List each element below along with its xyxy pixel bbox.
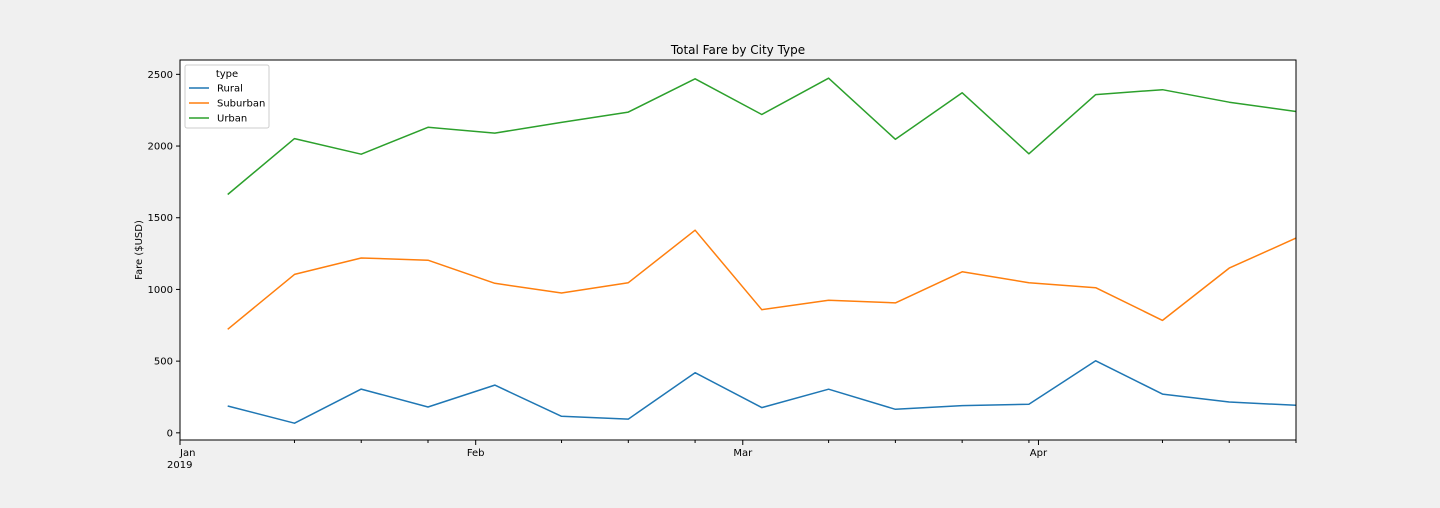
y-tick-label: 0: [167, 428, 173, 439]
x-tick-label: Jan: [179, 448, 195, 459]
y-tick-label: 2500: [148, 70, 173, 81]
legend-label-suburban: Suburban: [217, 99, 265, 110]
plot-frame: [179, 59, 1297, 441]
legend-label-rural: Rural: [217, 84, 243, 95]
legend: type Rural Suburban Urban: [184, 64, 270, 129]
legend-title: type: [216, 69, 238, 80]
series-line-rural: [227, 360, 1297, 424]
legend-box: [184, 64, 270, 129]
y-tick-label: 2000: [148, 142, 173, 153]
y-axis: 0 500 1000 1500 2000 2500: [148, 70, 180, 439]
x-tick-sublabel: 2019: [167, 460, 192, 471]
y-axis-label: Fare ($USD): [134, 220, 145, 280]
y-tick-label: 1500: [148, 213, 173, 224]
legend-label-urban: Urban: [217, 114, 247, 125]
y-tick-label: 1000: [148, 285, 173, 296]
x-tick-label: Feb: [467, 448, 485, 459]
x-tick-label: Apr: [1030, 448, 1048, 459]
series-lines: [227, 77, 1297, 424]
chart-title: Total Fare by City Type: [670, 43, 805, 57]
x-tick-label: Mar: [733, 448, 753, 459]
series-line-suburban: [227, 229, 1297, 330]
plot-area: [180, 60, 1296, 440]
y-tick-label: 500: [154, 357, 173, 368]
series-line-urban: [227, 77, 1297, 196]
